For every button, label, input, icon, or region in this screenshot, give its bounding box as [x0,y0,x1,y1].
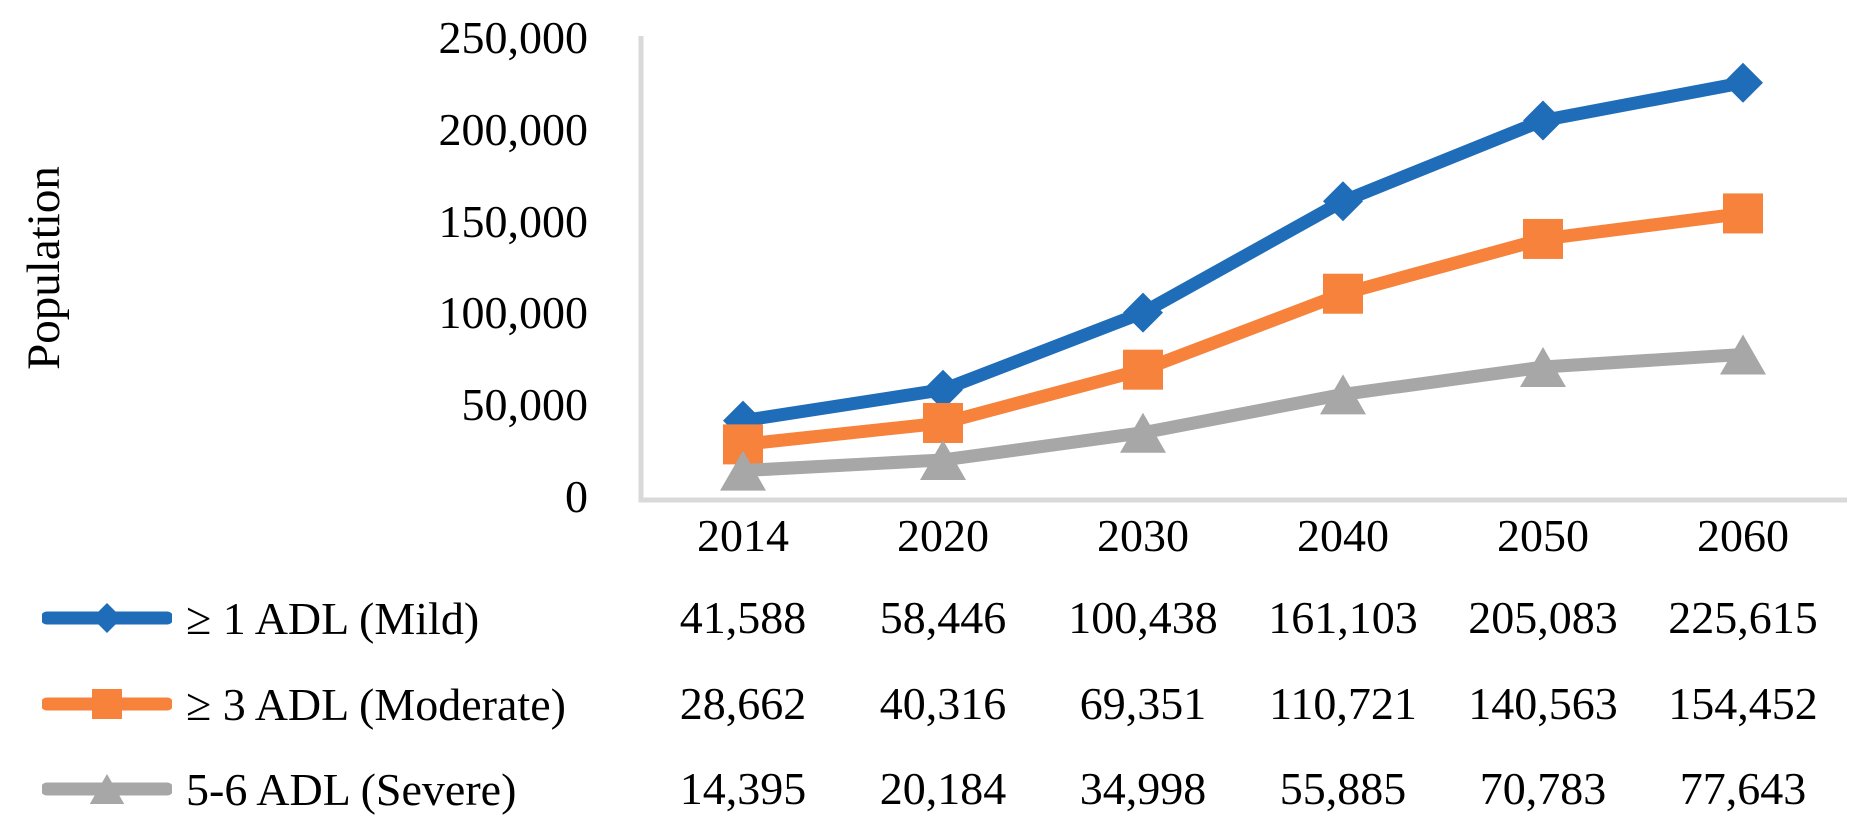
series-name-label: ≥ 1 ADL (Mild) [186,592,480,644]
series-line-triangle [736,347,1750,478]
data-table-value: 161,103 [1268,592,1418,643]
data-table-value: 154,452 [1668,678,1818,729]
data-table-value: 41,588 [679,592,807,643]
y-axis-tick-label: 50,000 [461,379,589,431]
square-marker-icon [1123,349,1163,390]
data-table-value: 225,615 [1668,592,1818,643]
square-marker-icon [92,689,122,719]
series-line-square [736,206,1750,451]
triangle-marker-icon [720,450,766,491]
data-table-value: 14,395 [679,763,807,814]
triangle-marker-icon [89,774,125,804]
data-table-value: 34,998 [1079,763,1207,814]
y-axis-tick-label: 200,000 [438,103,589,155]
x-axis-tick-label: 2020 [897,510,989,561]
diamond-marker-icon [1723,62,1763,103]
data-table-value: 110,721 [1269,678,1417,729]
y-axis-tick-label: 0 [565,471,588,522]
legend-key-swatch [42,689,172,719]
data-table-value: 70,783 [1479,763,1607,814]
x-axis-tick-label: 2030 [1097,510,1189,561]
data-table-value: 140,563 [1468,678,1618,729]
data-table-value: 205,083 [1468,592,1618,643]
data-table-value: 28,662 [679,678,807,729]
triangle-marker-icon [1720,334,1766,375]
data-table-value: 20,184 [879,763,1007,814]
data-table-value: 40,316 [879,678,1007,729]
y-axis-tick-label: 150,000 [438,195,589,247]
square-marker-icon [923,402,963,443]
diamond-marker-icon [1323,181,1363,222]
diamond-marker-icon [1123,292,1163,333]
triangle-marker-icon [1320,374,1366,415]
data-table-value: 77,643 [1679,763,1807,814]
series-name-label: ≥ 3 ADL (Moderate) [186,678,566,730]
diamond-marker-icon [923,369,963,410]
square-marker-icon [1723,193,1763,234]
legend-item: ≥ 3 ADL (Moderate) [42,676,566,732]
x-axis-tick-label: 2040 [1297,510,1389,561]
x-axis-tick-label: 2014 [697,510,789,561]
x-axis-tick-label: 2050 [1497,510,1589,561]
data-table-value: 100,438 [1068,592,1218,643]
data-table-value: 55,885 [1279,763,1407,814]
triangle-marker-icon [1120,412,1166,453]
series-line-diamond [736,76,1750,428]
data-table-value: 69,351 [1079,678,1207,729]
legend-item: ≥ 1 ADL (Mild) [42,590,479,646]
square-marker-icon [1323,273,1363,314]
legend-key-swatch [42,774,172,804]
legend-key-swatch [42,603,172,633]
diamond-marker-icon [1523,100,1563,141]
diamond-marker-icon [92,603,122,633]
x-axis-tick-label: 2060 [1697,510,1789,561]
data-table-value: 58,446 [879,592,1007,643]
y-axis-tick-label: 100,000 [438,287,589,339]
triangle-marker-icon [920,439,966,480]
triangle-marker-icon [1520,347,1566,388]
series-name-label: 5-6 ADL (Severe) [186,763,517,815]
legend-item: 5-6 ADL (Severe) [42,761,516,817]
square-marker-icon [1523,218,1563,259]
y-axis-tick-label: 250,000 [438,12,589,63]
